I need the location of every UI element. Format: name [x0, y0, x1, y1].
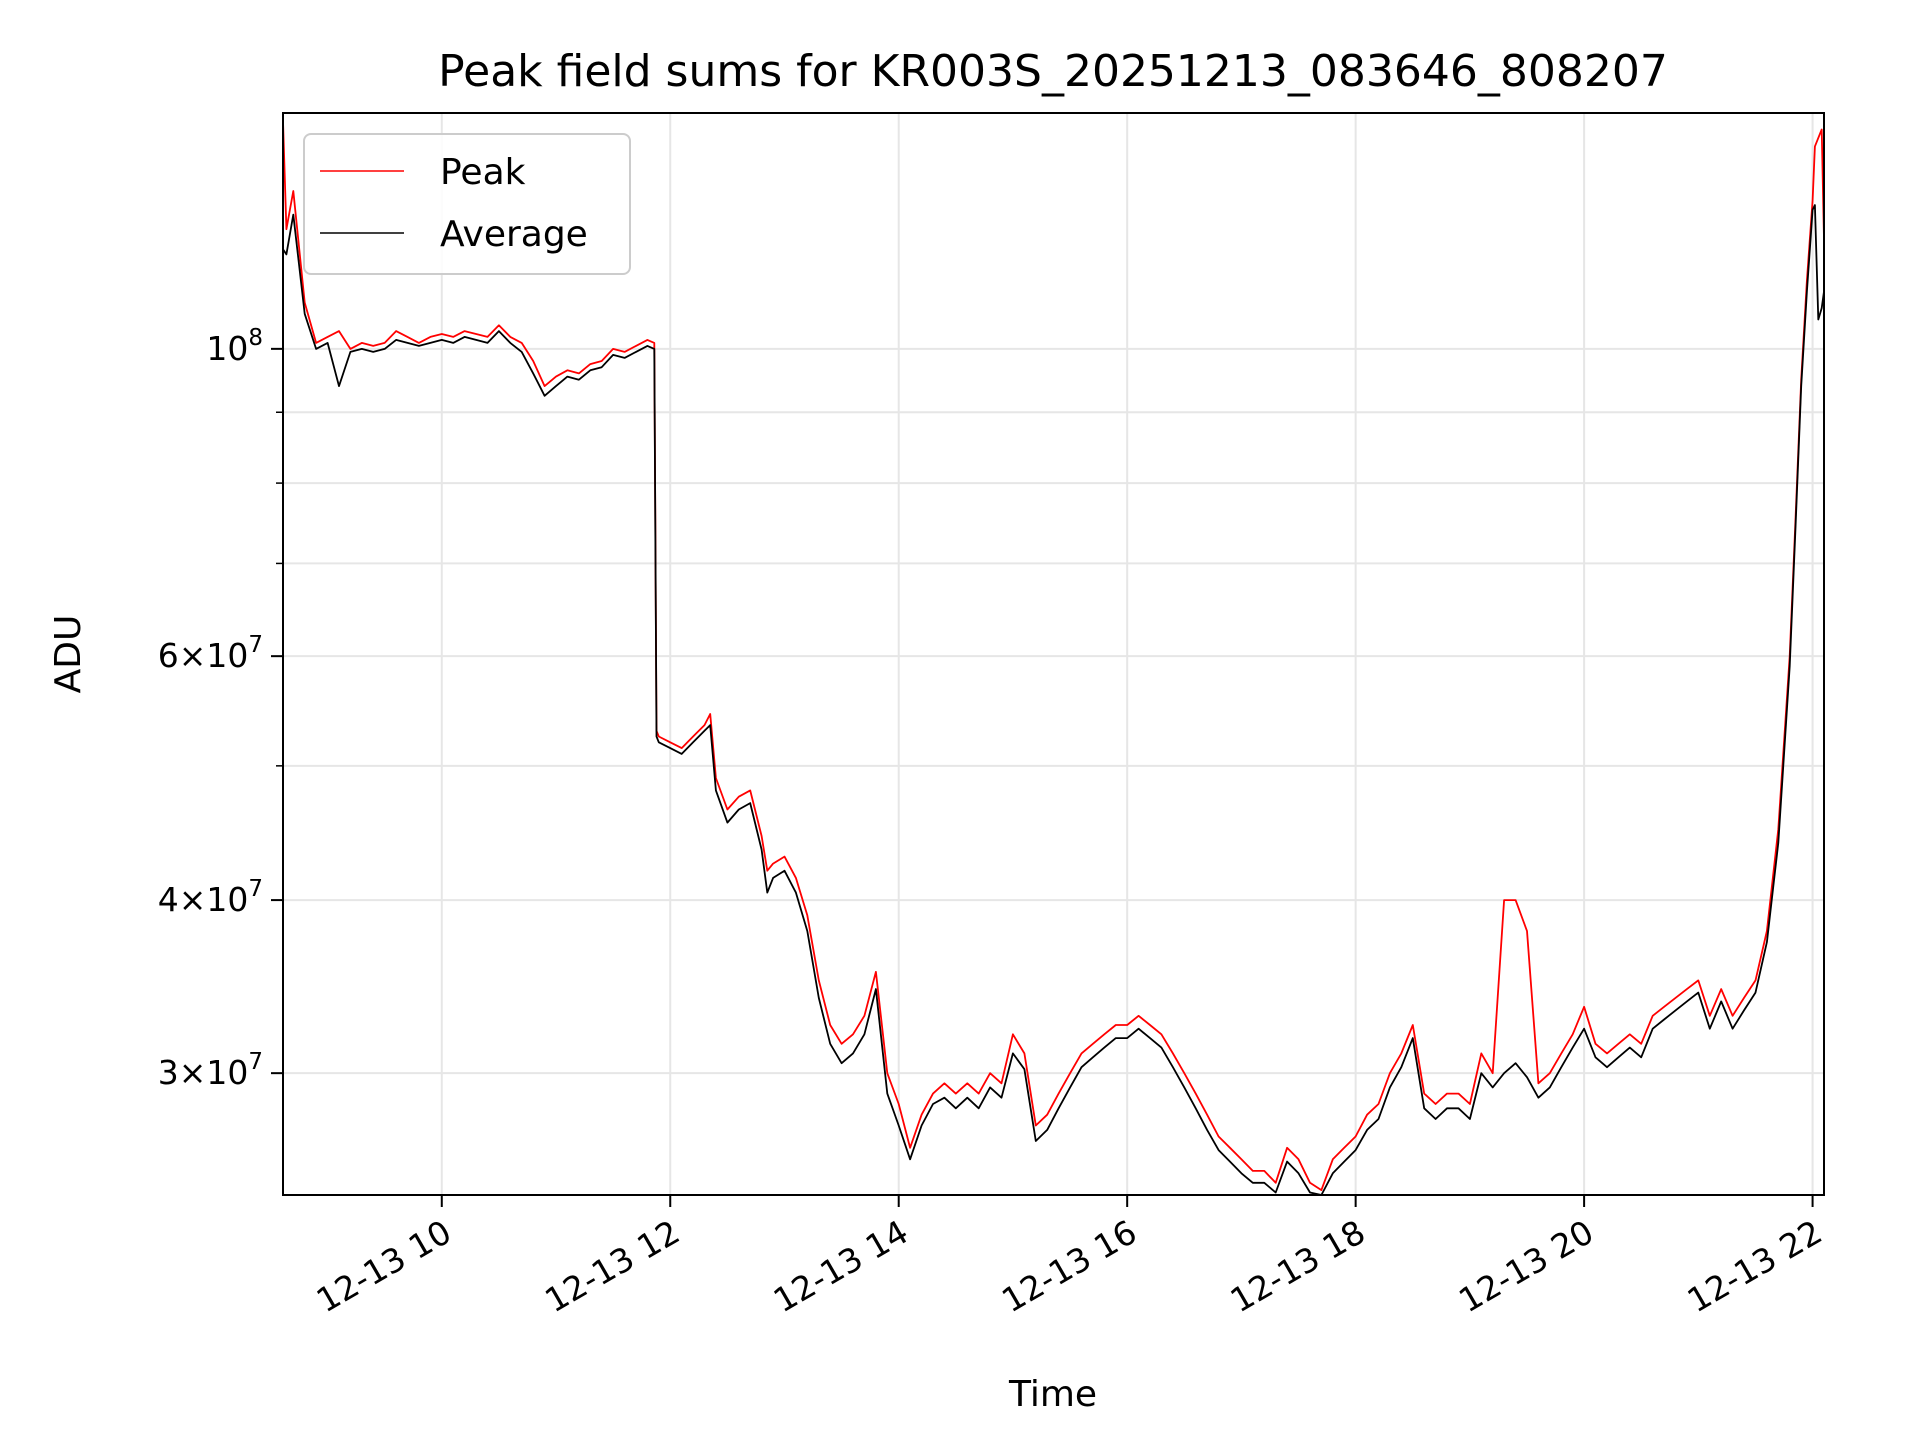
- y-axis-label: ADU: [48, 615, 89, 694]
- y-tick-exponent: 8: [248, 325, 263, 351]
- legend-label-average: Average: [440, 214, 588, 255]
- y-tick-exponent: 7: [248, 1049, 263, 1075]
- y-tick-mantissa: 4: [158, 880, 179, 919]
- y-tick-times: ×10: [179, 1053, 249, 1092]
- y-tick-times: ×10: [179, 880, 249, 919]
- chart-title: Peak field sums for KR003S_20251213_0836…: [438, 46, 1668, 97]
- y-tick-label: 4×107: [158, 876, 263, 919]
- y-tick-base: 10: [206, 329, 248, 368]
- y-tick-mantissa: 3: [158, 1053, 179, 1092]
- y-tick-mantissa: 6: [158, 636, 179, 675]
- y-tick-times: ×10: [179, 636, 249, 675]
- legend-label-peak: Peak: [440, 152, 526, 193]
- legend-box: [303, 133, 631, 275]
- plot-frame: [282, 112, 1825, 1196]
- series-line-average: [282, 204, 1825, 1196]
- y-tick-exponent: 7: [248, 632, 263, 658]
- y-tick-exponent: 7: [248, 876, 263, 902]
- series-line-peak: [282, 121, 1825, 1191]
- x-axis-label: Time: [1008, 1374, 1097, 1415]
- y-tick-label: 3×107: [158, 1049, 263, 1092]
- y-tick-label: 6×107: [158, 632, 263, 675]
- legend: Peak Average: [303, 133, 631, 275]
- grid: [283, 113, 1824, 1195]
- series-layer: [282, 121, 1825, 1196]
- y-tick-label: 108: [206, 325, 263, 368]
